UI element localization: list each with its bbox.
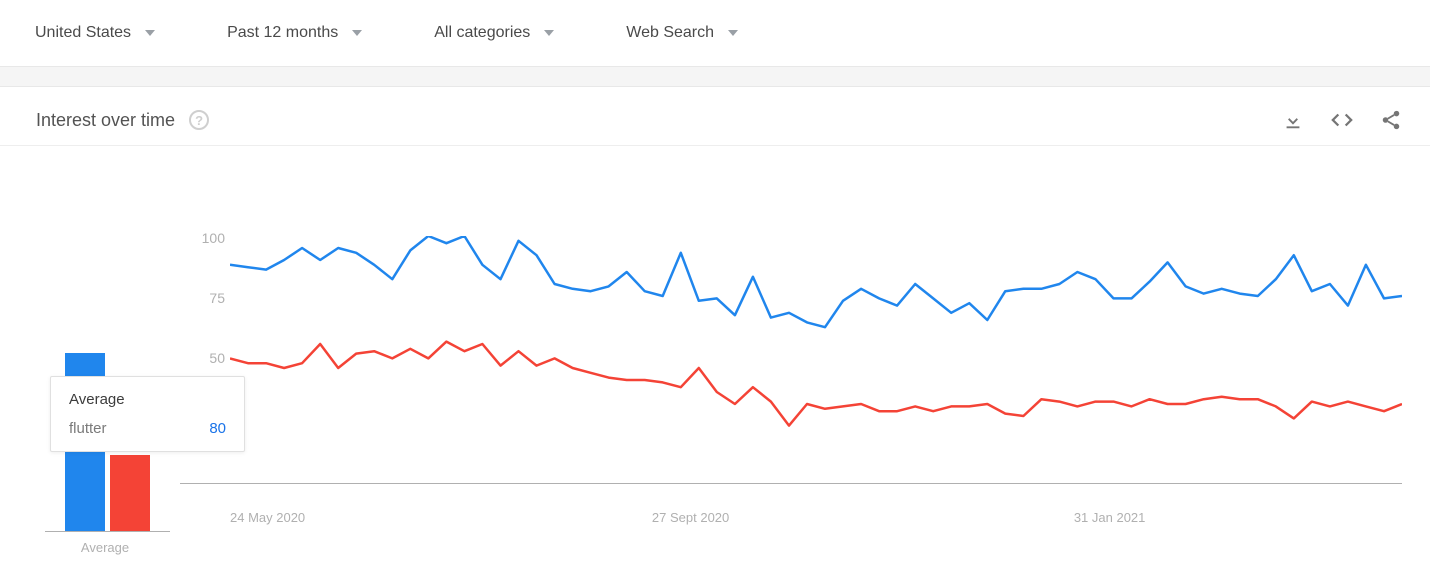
line-chart (230, 236, 1402, 476)
download-icon[interactable] (1282, 109, 1304, 131)
y-tick: 50 (209, 350, 225, 366)
series-line (230, 342, 1402, 426)
filter-category[interactable]: All categories (434, 24, 554, 42)
filters-bar: United States Past 12 months All categor… (0, 0, 1430, 67)
x-tick: 24 May 2020 (230, 510, 305, 525)
card-title-wrap: Interest over time ? (36, 110, 209, 131)
chevron-down-icon (145, 30, 155, 36)
filter-location[interactable]: United States (35, 24, 155, 42)
filter-search-type[interactable]: Web Search (626, 24, 738, 42)
card-actions (1282, 109, 1402, 131)
card-header: Interest over time ? (0, 87, 1430, 146)
filter-location-label: United States (35, 24, 131, 42)
x-axis-line (180, 483, 1402, 484)
chart-area: 100 75 50 25 24 May 2020 27 Sept 2020 31… (0, 146, 1430, 576)
tooltip-title: Average (69, 391, 226, 408)
embed-icon[interactable] (1330, 109, 1354, 131)
x-tick: 27 Sept 2020 (652, 510, 729, 525)
gray-spacer (0, 67, 1430, 87)
avg-bars-label: Average (45, 540, 165, 555)
series-line (230, 236, 1402, 327)
tooltip-label: flutter (69, 420, 107, 437)
filter-time-label: Past 12 months (227, 24, 338, 42)
bar-axis-line (45, 531, 170, 532)
card-title: Interest over time (36, 110, 175, 131)
tooltip-row: flutter 80 (69, 420, 226, 437)
filter-category-label: All categories (434, 24, 530, 42)
interest-card: Interest over time ? 100 75 50 25 24 May… (0, 87, 1430, 576)
chevron-down-icon (728, 30, 738, 36)
filter-time[interactable]: Past 12 months (227, 24, 362, 42)
share-icon[interactable] (1380, 109, 1402, 131)
help-icon[interactable]: ? (189, 110, 209, 130)
tooltip-value: 80 (209, 420, 226, 437)
y-tick: 100 (202, 230, 225, 246)
chevron-down-icon (544, 30, 554, 36)
x-tick: 31 Jan 2021 (1074, 510, 1146, 525)
filter-search-type-label: Web Search (626, 24, 714, 42)
chevron-down-icon (352, 30, 362, 36)
y-tick: 75 (209, 290, 225, 306)
tooltip: Average flutter 80 (50, 376, 245, 452)
avg-bar-react-native[interactable] (110, 455, 150, 531)
